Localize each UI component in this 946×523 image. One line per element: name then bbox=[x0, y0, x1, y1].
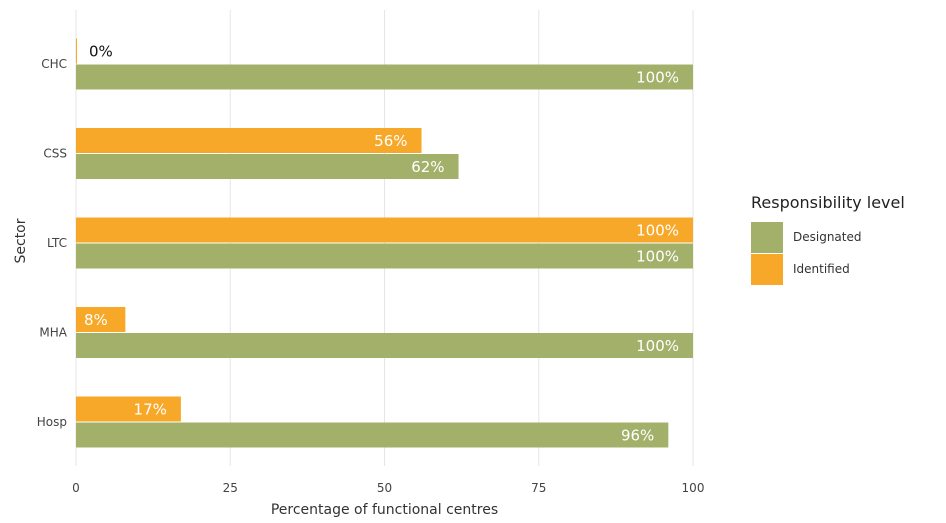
data-label: 100% bbox=[636, 222, 679, 240]
data-label: 0% bbox=[89, 43, 113, 61]
bar-identified bbox=[76, 38, 77, 64]
x-tick-label: 0 bbox=[72, 481, 80, 495]
bar-designated bbox=[76, 333, 693, 358]
bar-identified bbox=[76, 396, 181, 422]
data-label: 100% bbox=[636, 248, 679, 266]
y-tick-label: MHA bbox=[39, 326, 67, 340]
data-label: 56% bbox=[374, 132, 407, 150]
x-tick-label: 100 bbox=[682, 481, 705, 495]
y-axis-title: Sector bbox=[13, 218, 29, 263]
x-axis-ticks: 0 25 50 75 100 bbox=[72, 481, 704, 495]
data-labels: 0% 100% 56%62% 100% 100% 8% 100% 17% 96% bbox=[84, 43, 679, 445]
legend-swatch-identified bbox=[751, 253, 783, 285]
x-tick-label: 50 bbox=[377, 481, 392, 495]
data-label: 100% bbox=[636, 69, 679, 87]
legend: Responsibility level Designated Identifi… bbox=[751, 193, 905, 285]
bar-designated bbox=[76, 64, 693, 90]
y-tick-label: Hosp bbox=[37, 415, 67, 429]
x-axis-title: Percentage of functional centres bbox=[271, 502, 498, 518]
x-tick-label: 25 bbox=[223, 481, 238, 495]
legend-item-identified: Identified bbox=[751, 253, 905, 285]
bar-designated bbox=[76, 243, 693, 269]
legend-label-designated: Designated bbox=[793, 230, 862, 244]
data-label: 17% bbox=[134, 401, 167, 419]
bar-identified bbox=[76, 307, 126, 332]
legend-swatch-designated bbox=[751, 221, 783, 253]
data-label: 62% bbox=[411, 158, 444, 176]
bar-designated bbox=[76, 422, 669, 448]
bar-identified bbox=[76, 128, 422, 153]
data-label: 100% bbox=[636, 337, 679, 355]
bar-identified bbox=[76, 217, 693, 243]
y-axis-ticks: CHC CSS LTC MHA Hosp bbox=[37, 57, 68, 429]
bars bbox=[76, 38, 693, 448]
legend-title: Responsibility level bbox=[751, 193, 905, 212]
y-tick-label: CSS bbox=[43, 147, 67, 161]
y-tick-label: CHC bbox=[41, 57, 67, 71]
data-label: 8% bbox=[84, 311, 108, 329]
legend-label-identified: Identified bbox=[793, 262, 850, 276]
x-tick-label: 75 bbox=[531, 481, 546, 495]
legend-item-designated: Designated bbox=[751, 221, 905, 253]
y-tick-label: LTC bbox=[47, 236, 67, 250]
data-label: 96% bbox=[621, 427, 654, 445]
bar-designated bbox=[76, 154, 459, 179]
